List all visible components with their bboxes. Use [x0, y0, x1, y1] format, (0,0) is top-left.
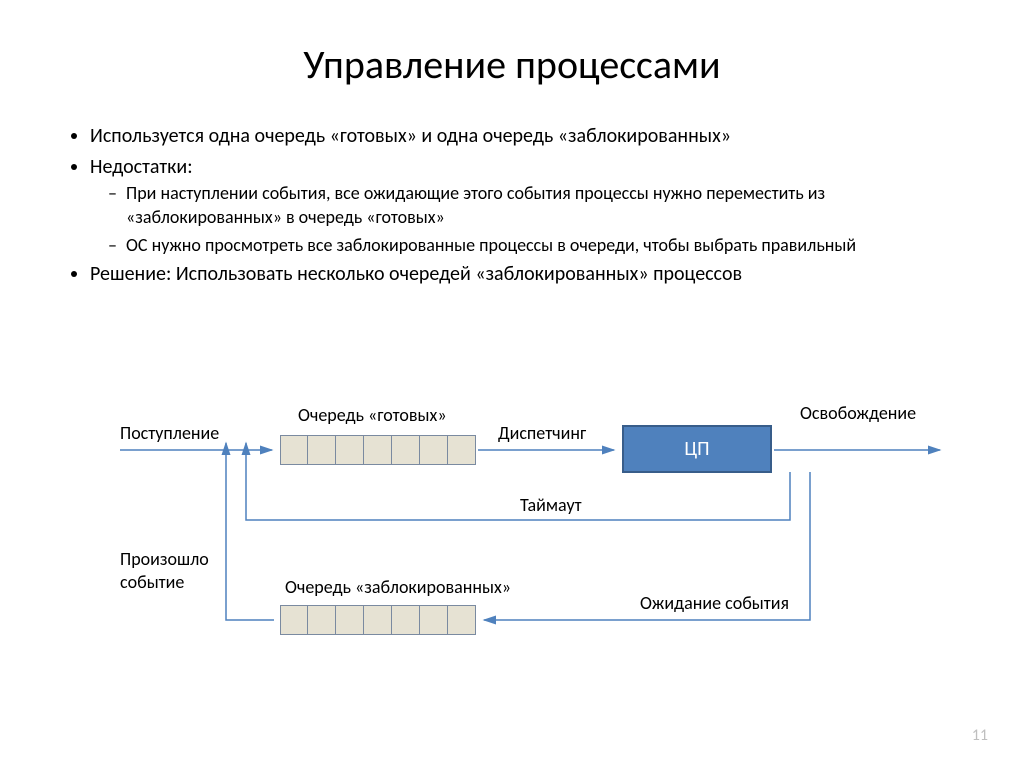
blocked-queue	[280, 605, 476, 635]
diagram: ЦП Очередь «готовых» Очередь «заблокиров…	[0, 380, 1024, 700]
queue-cell	[448, 605, 476, 635]
sub-bullet-item: ОС нужно просмотреть все заблокированные…	[126, 233, 964, 257]
sub-bullet-list: При наступлении события, все ожидающие э…	[90, 181, 964, 257]
bullet-list: Используется одна очередь «готовых» и од…	[60, 123, 964, 288]
page-number: 11	[972, 726, 988, 745]
bullet-text: Недостатки:	[90, 155, 193, 179]
label-event-occurred: Произошло событие	[120, 548, 209, 593]
label-ready-queue: Очередь «готовых»	[298, 404, 447, 426]
sub-bullet-item: При наступлении события, все ожидающие э…	[126, 181, 964, 230]
label-release: Освобождение	[800, 402, 916, 424]
cpu-box: ЦП	[622, 425, 772, 473]
label-timeout: Таймаут	[520, 494, 582, 516]
slide-title: Управление процессами	[60, 40, 964, 89]
label-blocked-queue: Очередь «заблокированных»	[285, 576, 511, 598]
queue-cell	[420, 605, 448, 635]
label-dispatch: Диспетчинг	[498, 422, 586, 444]
queue-cell	[280, 435, 308, 465]
cpu-label: ЦП	[684, 437, 709, 461]
queue-cell	[308, 605, 336, 635]
queue-cell	[308, 435, 336, 465]
queue-cell	[392, 605, 420, 635]
queue-cell	[364, 605, 392, 635]
bullet-item: Решение: Использовать несколько очередей…	[90, 261, 964, 288]
slide: Управление процессами Используется одна …	[0, 0, 1024, 767]
arrow-event-back	[226, 443, 274, 620]
bullet-item: Используется одна очередь «готовых» и од…	[90, 123, 964, 150]
bullet-item: Недостатки: При наступлении события, все…	[90, 154, 964, 257]
queue-cell	[280, 605, 308, 635]
label-event-occurred-l1: Произошло	[120, 548, 209, 570]
queue-cell	[364, 435, 392, 465]
queue-cell	[392, 435, 420, 465]
queue-cell	[420, 435, 448, 465]
ready-queue	[280, 435, 476, 465]
label-event-wait: Ожидание события	[640, 592, 789, 614]
queue-cell	[336, 435, 364, 465]
queue-cell	[448, 435, 476, 465]
label-event-occurred-l2: событие	[120, 571, 184, 593]
label-arrive: Поступление	[120, 422, 219, 444]
queue-cell	[336, 605, 364, 635]
